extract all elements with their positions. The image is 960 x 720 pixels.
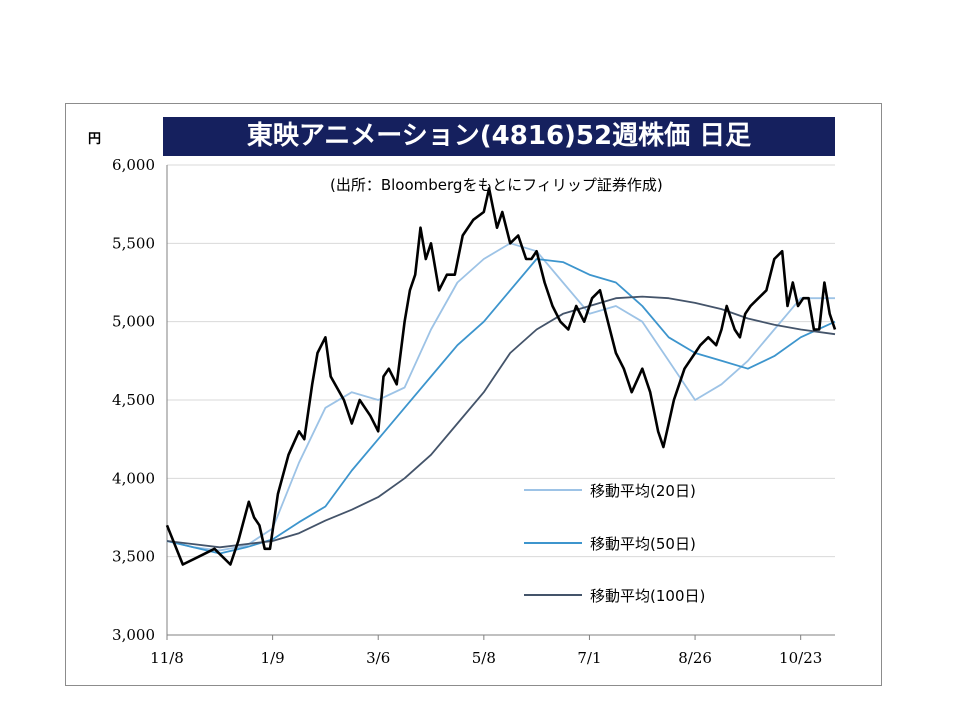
series-lines [165, 187, 837, 566]
y-tick-label: 6,000 [112, 156, 155, 174]
chart-frame [65, 103, 882, 686]
legend-entry: 移動平均(50日) [590, 535, 696, 553]
legend-entry: 移動平均(100日) [590, 587, 705, 605]
x-tick-label: 3/6 [366, 649, 390, 667]
grid-lines [167, 164, 835, 558]
y-tick-label: 5,500 [112, 234, 155, 252]
x-tick-label: 11/8 [150, 649, 184, 667]
chart-subtitle: (出所：Bloombergをもとにフィリップ証券作成) [330, 176, 663, 194]
price-line [165, 187, 837, 566]
x-tick-label: 8/26 [678, 649, 712, 667]
moving-average-line [166, 258, 836, 555]
moving-average-line [166, 242, 835, 552]
y-axis-unit-label: 円 [88, 132, 102, 147]
y-tick-label: 5,000 [112, 313, 155, 331]
y-tick-label: 3,000 [112, 626, 155, 644]
y-tick-label: 4,500 [112, 391, 155, 409]
moving-average-line [166, 295, 836, 549]
x-tick-label: 1/9 [261, 649, 285, 667]
x-tick-label: 10/23 [779, 649, 822, 667]
x-tick-label: 7/1 [577, 649, 601, 667]
legend-entry: 移動平均(20日) [590, 482, 696, 500]
axes: 3,000 3,500 4,000 4,500 5,000 5,500 6,000 11/8 1… [112, 156, 835, 667]
y-tick-label: 3,500 [112, 548, 155, 566]
y-tick-label: 4,000 [112, 469, 155, 487]
x-tick-label: 5/8 [472, 649, 496, 667]
legend: 移動平均(20日) 移動平均(50日) 移動平均(100日) [524, 482, 705, 605]
chart-title: 東映アニメーション(4816)52週株価 日足 [163, 117, 835, 156]
